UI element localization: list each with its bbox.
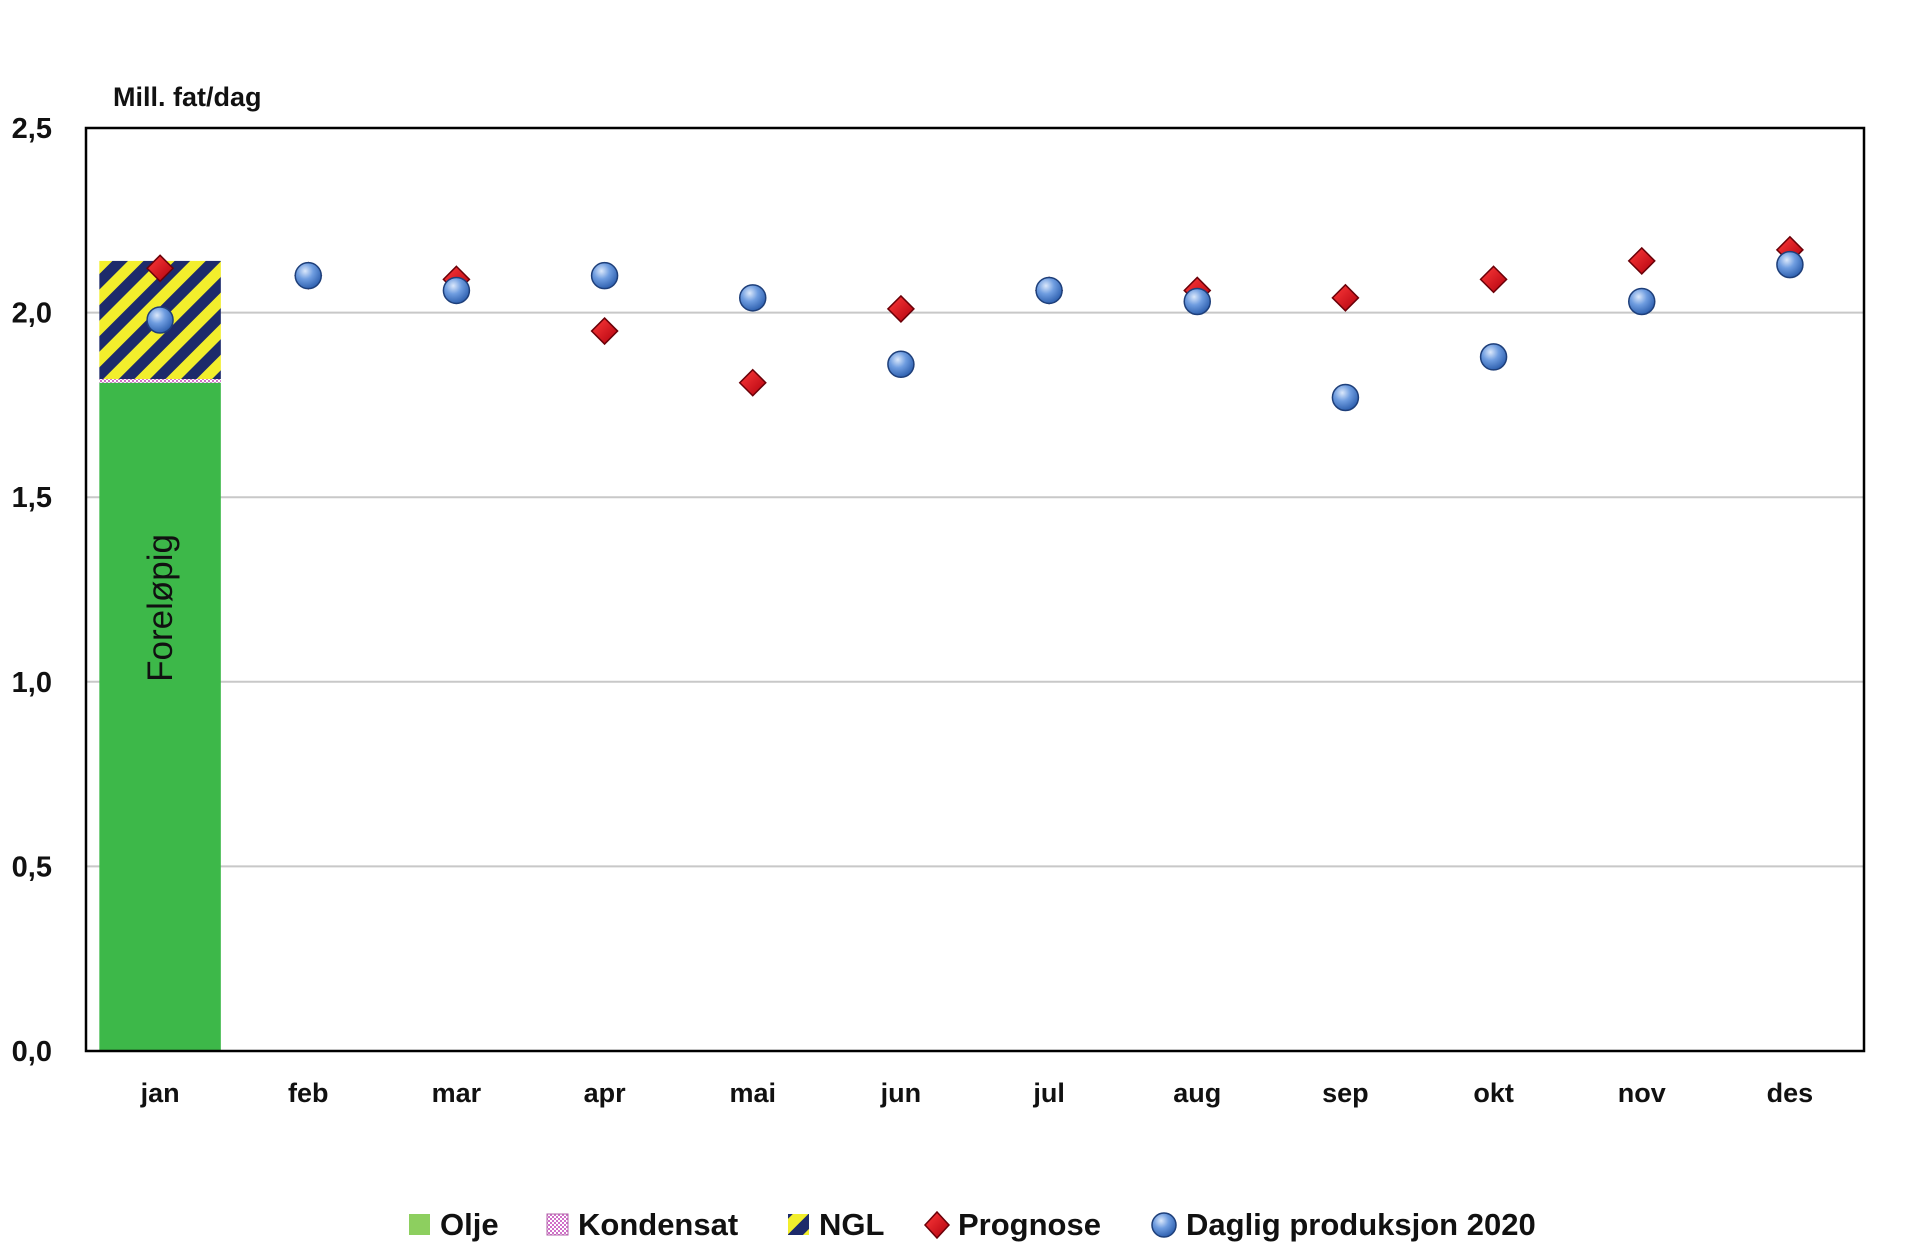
daglig-produksjon-marker xyxy=(1479,343,1508,371)
prognose-marker xyxy=(1627,246,1656,275)
prognose-marker xyxy=(886,294,915,323)
legend-swatch-kondensat xyxy=(546,1213,569,1236)
legend-marker-prognose xyxy=(923,1210,951,1240)
bars: Foreløpig xyxy=(99,260,221,1051)
bar-annotation: Foreløpig xyxy=(141,534,180,682)
prognose-marker xyxy=(590,316,619,346)
x-tick-label: okt xyxy=(1473,1078,1514,1108)
legend-marker-daglig-produksjon xyxy=(1151,1212,1177,1238)
daglig-produksjon-marker xyxy=(146,306,174,334)
daglig-produksjon-marker xyxy=(1776,250,1804,279)
legend-swatch-olje xyxy=(409,1214,430,1235)
x-tick-label: nov xyxy=(1618,1078,1666,1108)
x-tick-labels: jan feb mar apr mai jun jul aug sep okt nov des xyxy=(140,1078,1814,1108)
x-tick-label: feb xyxy=(288,1078,329,1108)
y-tick-label: 1,0 xyxy=(12,667,52,699)
daglig-produksjon-marker xyxy=(590,261,619,290)
bar-segment-olje xyxy=(99,382,221,1051)
daglig-produksjon-marker xyxy=(1035,276,1063,305)
y-tick-label: 2,5 xyxy=(12,113,52,145)
legend-label-olje: Olje xyxy=(440,1207,499,1242)
markers xyxy=(146,235,1804,412)
legend-label-kondensat: Kondensat xyxy=(578,1207,738,1242)
x-tick-label: sep xyxy=(1322,1078,1369,1108)
daglig-produksjon-marker xyxy=(739,284,767,312)
y-tick-label: 0,0 xyxy=(12,1036,52,1068)
bar-segment-kondensat xyxy=(99,379,221,383)
prognose-marker xyxy=(1479,265,1508,294)
daglig-produksjon-marker xyxy=(442,276,471,305)
x-tick-label: jan xyxy=(140,1078,180,1108)
y-tick-labels: 0,0 0,5 1,0 1,5 2,0 2,5 xyxy=(12,113,52,1068)
daglig-produksjon-marker xyxy=(887,350,915,379)
legend-swatch-ngl xyxy=(788,1214,809,1235)
x-tick-label: jun xyxy=(880,1078,922,1108)
x-tick-label: mar xyxy=(432,1078,482,1108)
prognose-marker xyxy=(146,254,175,283)
legend: Olje Kondensat NGL Prognose Daglig produ… xyxy=(409,1207,1536,1242)
daglig-produksjon-marker xyxy=(1628,287,1656,316)
gridlines xyxy=(86,311,1864,868)
daglig-produksjon-marker xyxy=(294,261,322,290)
plot-frame xyxy=(84,126,1866,1053)
daglig-produksjon-marker xyxy=(1331,383,1360,412)
x-tick-label: aug xyxy=(1173,1078,1221,1108)
prognose-marker xyxy=(738,368,767,397)
legend-label-daglig-produksjon: Daglig produksjon 2020 xyxy=(1186,1207,1536,1242)
daglig-produksjon-marker xyxy=(1183,287,1211,316)
x-tick-label: des xyxy=(1767,1078,1814,1108)
x-tick-label: apr xyxy=(584,1078,627,1108)
prognose-marker xyxy=(1331,283,1360,312)
y-axis-unit-label: Mill. fat/dag xyxy=(113,82,262,112)
y-tick-label: 0,5 xyxy=(12,851,52,883)
legend-label-ngl: NGL xyxy=(819,1207,884,1242)
x-tick-label: jul xyxy=(1032,1078,1065,1108)
legend-label-prognose: Prognose xyxy=(958,1207,1101,1242)
x-tick-label: mai xyxy=(729,1078,776,1108)
y-tick-label: 2,0 xyxy=(12,298,52,330)
y-tick-label: 1,5 xyxy=(12,482,52,514)
